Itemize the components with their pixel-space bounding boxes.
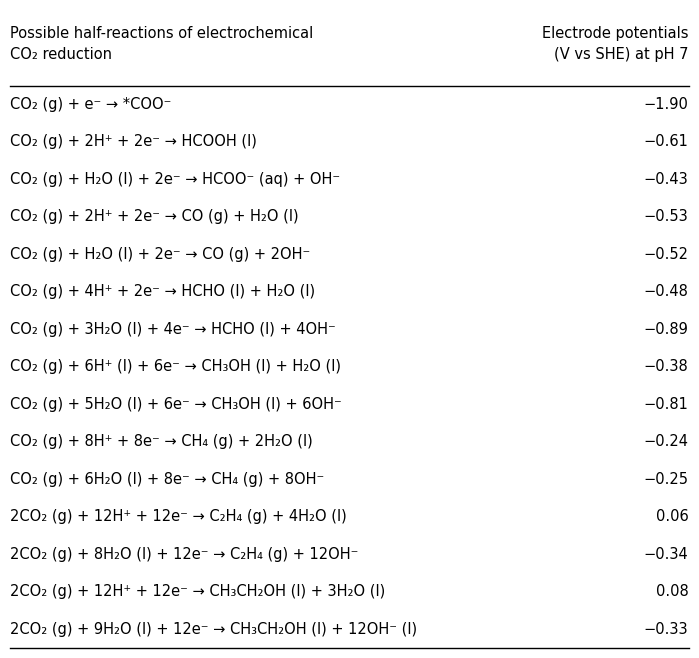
Text: −0.24: −0.24 [644,434,689,449]
Text: CO₂ (g) + 2H⁺ + 2e⁻ → HCOOH (l): CO₂ (g) + 2H⁺ + 2e⁻ → HCOOH (l) [10,134,257,149]
Text: −0.33: −0.33 [644,622,689,637]
Text: −0.89: −0.89 [644,322,689,337]
Text: 0.08: 0.08 [656,584,689,599]
Text: CO₂ (g) + 6H₂O (l) + 8e⁻ → CH₄ (g) + 8OH⁻: CO₂ (g) + 6H₂O (l) + 8e⁻ → CH₄ (g) + 8OH… [10,472,325,487]
Text: −0.53: −0.53 [644,209,689,224]
Text: CO₂ (g) + H₂O (l) + 2e⁻ → HCOO⁻ (aq) + OH⁻: CO₂ (g) + H₂O (l) + 2e⁻ → HCOO⁻ (aq) + O… [10,172,340,187]
Text: CO₂ (g) + 4H⁺ + 2e⁻ → HCHO (l) + H₂O (l): CO₂ (g) + 4H⁺ + 2e⁻ → HCHO (l) + H₂O (l) [10,284,316,299]
Text: CO₂ (g) + 6H⁺ (l) + 6e⁻ → CH₃OH (l) + H₂O (l): CO₂ (g) + 6H⁺ (l) + 6e⁻ → CH₃OH (l) + H₂… [10,359,342,374]
Text: −1.90: −1.90 [644,97,689,112]
Text: CO₂ (g) + 2H⁺ + 2e⁻ → CO (g) + H₂O (l): CO₂ (g) + 2H⁺ + 2e⁻ → CO (g) + H₂O (l) [10,209,299,224]
Text: −0.81: −0.81 [644,397,689,412]
Text: CO₂ (g) + 8H⁺ + 8e⁻ → CH₄ (g) + 2H₂O (l): CO₂ (g) + 8H⁺ + 8e⁻ → CH₄ (g) + 2H₂O (l) [10,434,313,449]
Text: 2CO₂ (g) + 8H₂O (l) + 12e⁻ → C₂H₄ (g) + 12OH⁻: 2CO₂ (g) + 8H₂O (l) + 12e⁻ → C₂H₄ (g) + … [10,547,359,562]
Text: −0.43: −0.43 [644,172,689,187]
Text: −0.52: −0.52 [644,247,689,262]
Text: CO₂ (g) + H₂O (l) + 2e⁻ → CO (g) + 2OH⁻: CO₂ (g) + H₂O (l) + 2e⁻ → CO (g) + 2OH⁻ [10,247,311,262]
Text: 2CO₂ (g) + 9H₂O (l) + 12e⁻ → CH₃CH₂OH (l) + 12OH⁻ (l): 2CO₂ (g) + 9H₂O (l) + 12e⁻ → CH₃CH₂OH (l… [10,622,417,637]
Text: 0.06: 0.06 [656,509,689,524]
Text: CO₂ (g) + 5H₂O (l) + 6e⁻ → CH₃OH (l) + 6OH⁻: CO₂ (g) + 5H₂O (l) + 6e⁻ → CH₃OH (l) + 6… [10,397,343,412]
Text: −0.25: −0.25 [644,472,689,487]
Text: −0.61: −0.61 [644,134,689,149]
Text: CO₂ (g) + 3H₂O (l) + 4e⁻ → HCHO (l) + 4OH⁻: CO₂ (g) + 3H₂O (l) + 4e⁻ → HCHO (l) + 4O… [10,322,336,337]
Text: −0.38: −0.38 [644,359,689,374]
Text: 2CO₂ (g) + 12H⁺ + 12e⁻ → CH₃CH₂OH (l) + 3H₂O (l): 2CO₂ (g) + 12H⁺ + 12e⁻ → CH₃CH₂OH (l) + … [10,584,386,599]
Text: Possible half-reactions of electrochemical
CO₂ reduction: Possible half-reactions of electrochemic… [10,26,314,62]
Text: CO₂ (g) + e⁻ → *COO⁻: CO₂ (g) + e⁻ → *COO⁻ [10,97,172,112]
Text: −0.48: −0.48 [644,284,689,299]
Text: Electrode potentials
(V vs SHE) at pH 7: Electrode potentials (V vs SHE) at pH 7 [542,26,689,62]
Text: −0.34: −0.34 [644,547,689,562]
Text: 2CO₂ (g) + 12H⁺ + 12e⁻ → C₂H₄ (g) + 4H₂O (l): 2CO₂ (g) + 12H⁺ + 12e⁻ → C₂H₄ (g) + 4H₂O… [10,509,347,524]
